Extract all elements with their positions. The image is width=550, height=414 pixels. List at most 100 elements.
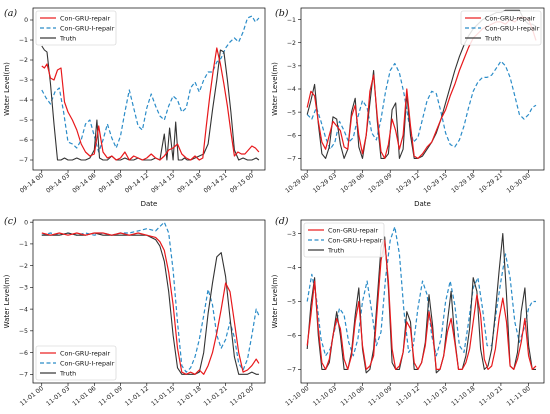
y-tick-label: −4 — [19, 306, 28, 313]
x-tick-label: 10-29 15 — [423, 172, 449, 195]
y-tick-label: −3 — [287, 231, 296, 238]
x-tick-label: 11-01 03 — [45, 385, 71, 408]
series-line-irepair — [306, 60, 537, 150]
y-tick-label: −2 — [19, 57, 28, 64]
y-tick-label: 0 — [24, 17, 28, 24]
y-axis-label: Water Level(m) — [271, 62, 279, 116]
x-axis-label: Date — [414, 200, 431, 208]
y-tick-label: −2 — [287, 40, 296, 47]
panel-label: (a) — [4, 8, 17, 19]
y-axis-label: Water Level(m) — [3, 62, 11, 116]
x-tick-label: 10-29 00 — [284, 172, 310, 195]
x-tick-label: 09-14 15 — [150, 172, 176, 195]
x-tick-label: 10-30 00 — [506, 172, 532, 195]
x-tick-label: 09-14 03 — [45, 172, 71, 195]
x-tick-label: 11-10 09 — [367, 385, 393, 408]
x-tick-label: 11-10 21 — [478, 385, 504, 408]
legend-label: Con-GRU-repair — [328, 226, 379, 234]
y-tick-label: −5 — [19, 117, 28, 124]
chart-panel-3: (c) 0−1−2−3−4−5−6−711-01 00 11-01 03 11-01 … — [3, 216, 266, 414]
legend-box — [303, 222, 385, 258]
legend: Con-GRU-repair Con-GRU-I-repair Truth — [35, 345, 117, 381]
series-line-irepair — [41, 15, 260, 153]
x-tick-label: 09-14 21 — [203, 172, 229, 195]
y-tick-label: −2 — [19, 263, 28, 270]
y-tick-label: −6 — [287, 333, 296, 340]
y-tick-label: −3 — [19, 77, 28, 84]
panel-label: (d) — [275, 216, 289, 227]
y-tick-label: −1 — [19, 37, 28, 44]
x-tick-label: 10-29 03 — [312, 172, 338, 195]
y-tick-label: 0 — [24, 219, 28, 226]
x-tick-label: 11-01 09 — [98, 385, 124, 408]
y-tick-label: −4 — [287, 265, 296, 272]
legend-label: Con-GRU-repair — [60, 14, 111, 22]
y-tick-label: −5 — [287, 299, 296, 306]
x-tick-label: 11-01 12 — [124, 385, 150, 408]
y-tick-label: −7 — [287, 367, 296, 374]
x-tick-label: 11-01 18 — [176, 385, 202, 408]
x-tick-label: 11-02 00 — [229, 385, 255, 408]
x-axis-label: Date — [141, 200, 158, 208]
panel-label: (b) — [275, 8, 289, 19]
y-tick-label: −1 — [19, 241, 28, 248]
legend-label: Truth — [484, 34, 501, 42]
legend-label: Con-GRU-I-repair — [60, 359, 115, 367]
y-tick-label: −7 — [287, 156, 296, 163]
y-tick-label: −7 — [19, 157, 28, 164]
x-tick-label: 10-29 09 — [367, 172, 393, 195]
legend-label: Truth — [327, 246, 344, 254]
x-tick-label: 11-10 06 — [340, 385, 366, 408]
legend-box — [35, 10, 117, 46]
x-tick-label: 11-01 15 — [150, 385, 176, 408]
x-tick-label: 11-01 00 — [19, 385, 45, 408]
y-tick-label: −4 — [19, 97, 28, 104]
y-axis-label: Water Level(m) — [3, 274, 11, 328]
legend: Con-GRU-repair Con-GRU-I-repair Truth — [460, 10, 542, 46]
legend-label: Con-GRU-I-repair — [328, 236, 383, 244]
panel-label: (c) — [4, 216, 17, 227]
legend-box — [35, 345, 117, 381]
series-line-repair — [306, 239, 537, 370]
y-tick-label: −6 — [19, 137, 28, 144]
legend-label: Truth — [59, 369, 76, 377]
x-tick-label: 11-01 21 — [203, 385, 229, 408]
y-tick-label: −5 — [19, 328, 28, 335]
legend-label: Con-GRU-I-repair — [485, 24, 540, 32]
legend-label: Con-GRU-repair — [60, 349, 111, 357]
x-tick-label: 09-15 00 — [229, 172, 255, 195]
y-tick-label: −3 — [287, 63, 296, 70]
legend-label: Truth — [59, 34, 76, 42]
x-tick-label: 11-01 06 — [71, 385, 97, 408]
y-tick-label: −7 — [19, 372, 28, 379]
plot-frame — [32, 219, 266, 384]
series-line-repair — [41, 47, 260, 161]
x-tick-label: 11-10 00 — [284, 385, 310, 408]
legend: Con-GRU-repair Con-GRU-I-repair Truth — [303, 222, 385, 258]
x-tick-label: 09-14 06 — [71, 172, 97, 195]
y-tick-label: −3 — [19, 285, 28, 292]
chart-panel-4: (d)−3−4−5−6−711-10 00 11-10 03 11-10 06 11-… — [271, 216, 545, 414]
x-tick-label: 10-29 21 — [478, 172, 504, 195]
x-tick-label: 11-10 03 — [312, 385, 338, 408]
x-tick-label: 11-10 15 — [423, 385, 449, 408]
legend-box — [460, 10, 542, 46]
plot-frame — [32, 7, 266, 171]
x-tick-label: 11-11 00 — [506, 385, 532, 408]
x-tick-label: 09-14 18 — [176, 172, 202, 195]
chart-panel-2: (b)−1−2−3−4−5−6−710-29 00 10-29 03 10-29 0… — [271, 7, 545, 208]
chart-panel-1: (a)0−1−2−3−4−5−6−709-14 00 09-14 03 09-14 … — [3, 7, 266, 208]
series-line-repair — [41, 232, 260, 375]
y-tick-label: −6 — [19, 350, 28, 357]
y-tick-label: −1 — [287, 17, 296, 24]
x-tick-label: 10-29 18 — [450, 172, 476, 195]
series-line-irepair — [306, 226, 536, 357]
x-tick-label: 11-10 18 — [450, 385, 476, 408]
y-tick-label: −5 — [287, 109, 296, 116]
legend-label: Con-GRU-I-repair — [60, 24, 115, 32]
y-tick-label: −6 — [287, 132, 296, 139]
series-line-truth — [41, 45, 260, 161]
x-tick-label: 10-29 12 — [395, 172, 421, 195]
x-tick-label: 09-14 12 — [124, 172, 150, 195]
